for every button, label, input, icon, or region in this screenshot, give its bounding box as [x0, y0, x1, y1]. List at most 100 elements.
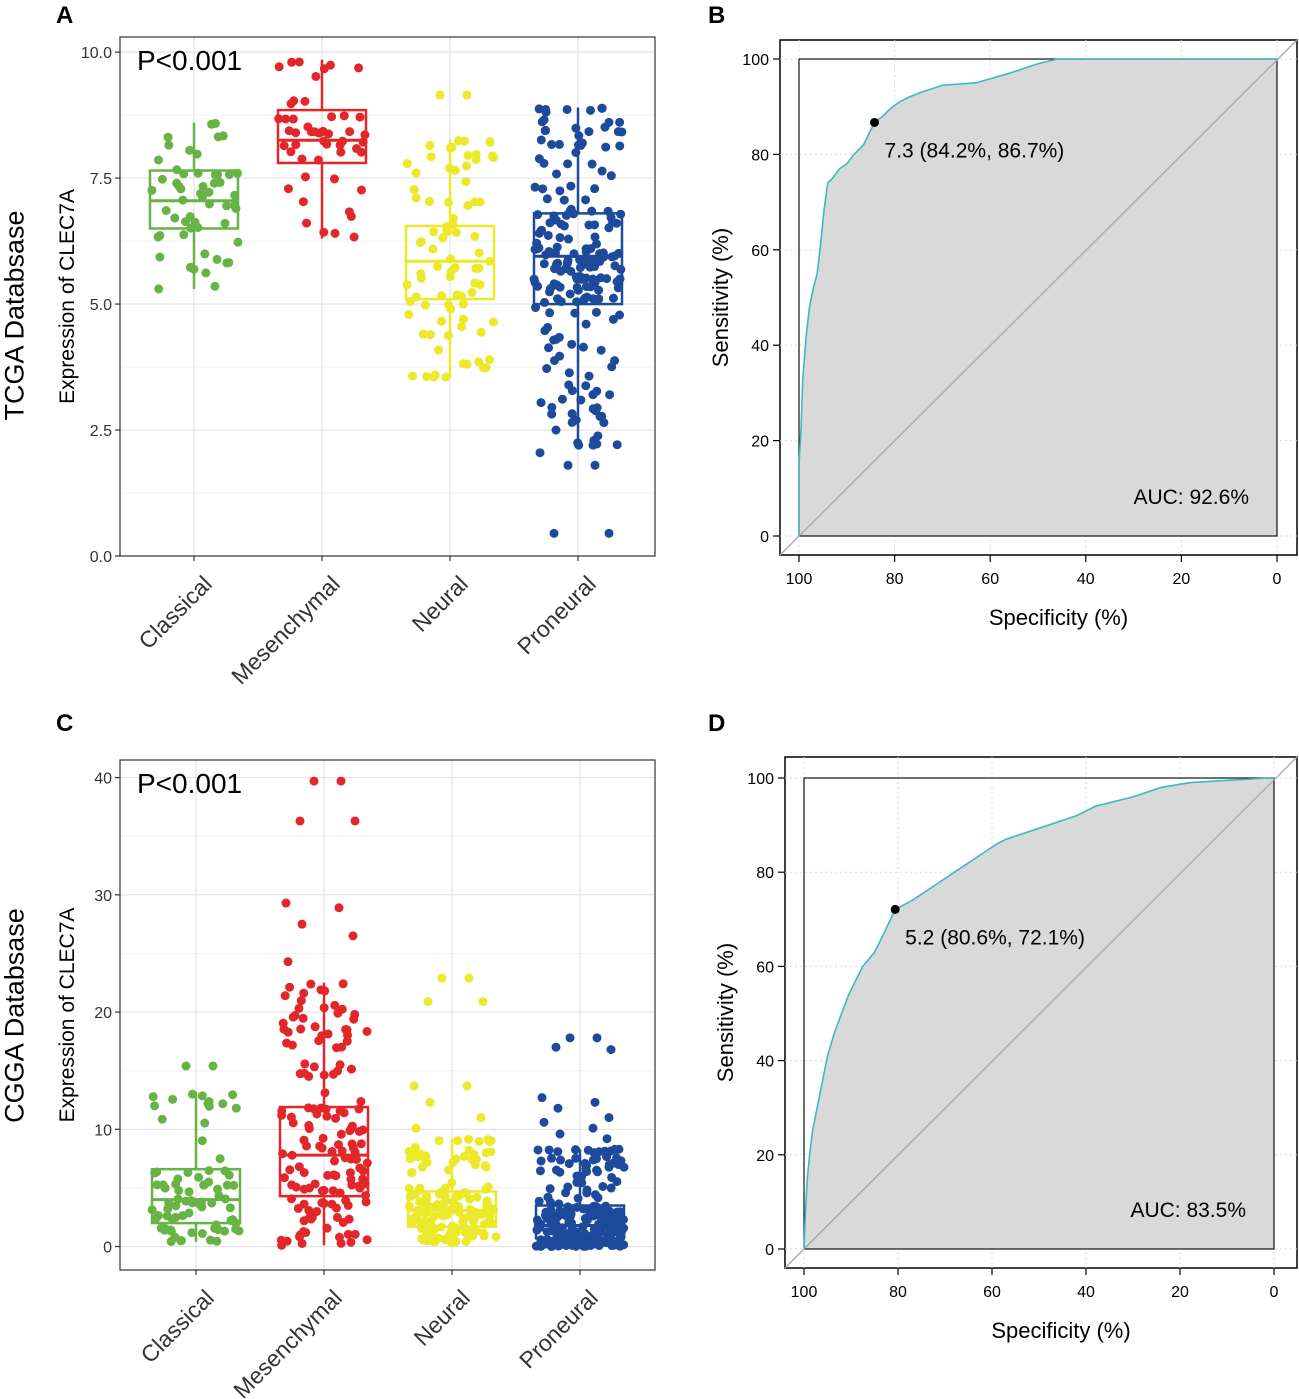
data-point-mesenchymal: [323, 1170, 333, 1180]
data-point-mesenchymal: [299, 1184, 309, 1194]
data-point-proneural: [602, 274, 612, 284]
data-point-proneural: [559, 195, 569, 205]
cutoff-point: [870, 117, 880, 127]
data-point-proneural: [547, 402, 557, 412]
data-point-mesenchymal: [360, 1179, 370, 1189]
data-point-proneural: [541, 104, 551, 114]
data-point-classical: [224, 258, 234, 268]
data-point-mesenchymal: [294, 57, 304, 67]
data-point-neural: [470, 1160, 480, 1170]
data-point-mesenchymal: [328, 1186, 338, 1196]
data-point-mesenchymal: [279, 1173, 289, 1183]
data-point-mesenchymal: [285, 982, 295, 992]
outlier-point-proneural: [606, 1045, 616, 1055]
data-point-classical: [233, 237, 243, 247]
data-point-classical: [163, 132, 173, 142]
x-tick-label: Classical: [133, 571, 216, 654]
data-point-classical: [177, 1235, 187, 1245]
data-point-neural: [441, 1196, 451, 1206]
data-point-classical: [188, 1089, 198, 1099]
y-tick-label: 40: [94, 771, 112, 788]
y-tick-label: 7.5: [90, 171, 112, 188]
panel-letter-a: A: [56, 2, 74, 29]
data-point-mesenchymal: [296, 996, 306, 1006]
data-point-classical: [170, 213, 180, 223]
data-point-classical: [196, 189, 206, 199]
data-point-classical: [162, 1211, 172, 1221]
data-point-proneural: [619, 1162, 629, 1172]
data-point-proneural: [544, 246, 554, 256]
data-point-mesenchymal: [276, 1235, 286, 1245]
outlier-point-proneural: [565, 1033, 575, 1043]
data-point-proneural: [569, 249, 579, 259]
data-point-mesenchymal: [321, 1104, 331, 1114]
panel-letter-c: C: [56, 710, 74, 737]
data-point-neural: [430, 1211, 440, 1221]
data-point-proneural: [605, 390, 615, 400]
data-point-neural: [438, 233, 448, 243]
data-point-mesenchymal: [294, 1003, 304, 1013]
data-point-classical: [197, 1202, 207, 1212]
data-point-classical: [184, 1187, 194, 1197]
data-point-proneural: [563, 159, 573, 169]
data-point-neural: [424, 196, 434, 206]
data-point-mesenchymal: [283, 1027, 293, 1037]
data-point-proneural: [612, 1177, 622, 1187]
diagonal-reference-line: [784, 756, 1298, 1269]
data-point-proneural: [587, 206, 597, 216]
data-point-neural: [470, 231, 480, 241]
data-point-neural: [404, 1201, 414, 1211]
data-point-classical: [155, 252, 165, 262]
data-point-classical: [171, 1179, 181, 1189]
data-point-neural: [429, 227, 439, 237]
data-point-mesenchymal: [306, 1214, 316, 1224]
data-point-neural: [481, 1184, 491, 1194]
data-point-proneural: [534, 1196, 544, 1206]
data-point-proneural: [572, 1202, 582, 1212]
data-point-proneural: [532, 1215, 542, 1225]
data-point-classical: [204, 199, 214, 209]
data-point-proneural: [584, 127, 594, 137]
data-point-proneural: [536, 1156, 546, 1166]
data-point-classical: [200, 1118, 210, 1128]
data-point-proneural: [563, 234, 573, 244]
data-point-mesenchymal: [300, 96, 310, 106]
data-point-proneural: [531, 303, 541, 313]
data-point-proneural: [603, 1206, 613, 1216]
data-point-neural: [447, 1178, 457, 1188]
data-point-mesenchymal: [295, 1230, 305, 1240]
data-point-proneural: [566, 204, 576, 214]
data-point-proneural: [572, 1171, 582, 1181]
data-point-neural: [460, 1228, 470, 1238]
data-point-proneural: [544, 343, 554, 353]
data-point-neural: [420, 300, 430, 310]
data-point-proneural: [539, 115, 549, 125]
data-point-proneural: [565, 289, 575, 299]
data-point-neural: [451, 1154, 461, 1164]
data-point-neural: [458, 299, 468, 309]
auc-label: AUC: 83.5%: [1130, 1199, 1246, 1222]
outlier-point-mesenchymal: [336, 776, 346, 786]
data-point-classical: [222, 201, 232, 211]
data-point-proneural: [606, 1183, 616, 1193]
data-point-proneural: [608, 293, 618, 303]
data-point-neural: [485, 256, 495, 266]
data-point-neural: [425, 141, 435, 151]
data-point-mesenchymal: [335, 1232, 345, 1242]
data-point-proneural: [590, 232, 600, 242]
data-point-mesenchymal: [298, 1013, 308, 1023]
data-point-proneural: [566, 181, 576, 191]
data-point-proneural: [567, 417, 577, 427]
data-point-proneural: [549, 279, 559, 289]
data-point-mesenchymal: [318, 1133, 328, 1143]
data-point-classical: [173, 1194, 183, 1204]
data-point-proneural: [570, 308, 580, 318]
data-point-mesenchymal: [331, 1113, 341, 1123]
roc-panel-d: 5.2 (80.6%, 72.1%) AUC: 83.5% 100 80 60 40 20 0…: [713, 756, 1298, 1343]
data-point-classical: [147, 1205, 157, 1215]
data-point-proneural: [578, 342, 588, 352]
data-point-mesenchymal: [344, 207, 354, 217]
data-point-neural: [474, 1136, 484, 1146]
data-point-proneural: [554, 139, 564, 149]
data-point-neural: [433, 261, 443, 271]
